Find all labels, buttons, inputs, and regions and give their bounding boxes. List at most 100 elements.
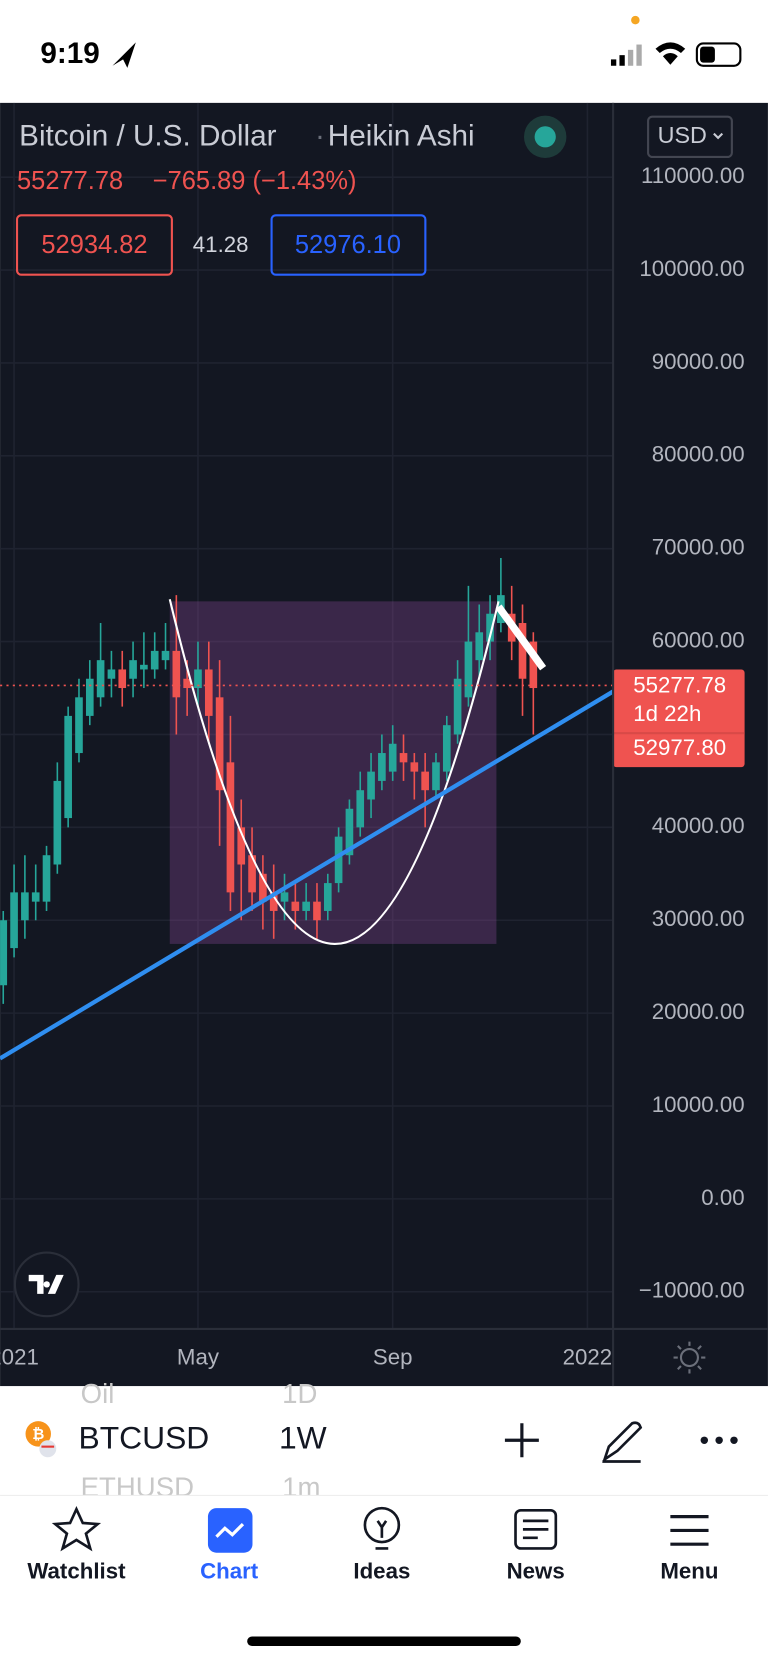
candle-body [53,780,62,865]
overlay: 110000.00 100000.00 90000.00 80000.00 70000.… [0,163,745,1369]
trend-line [0,689,614,1061]
candle-body [118,669,127,689]
y-tick-label: 100000.00 [639,256,744,281]
candle-body [421,771,429,791]
candle-body [486,613,494,642]
y-tick-label: 40000.00 [652,813,745,838]
market-status-dot [534,126,556,148]
candles [0,557,538,1004]
y-tick-label: 90000.00 [652,349,745,374]
candle-body [161,650,170,661]
candle-body [518,623,527,679]
news-icon[interactable] [514,1508,558,1550]
x-tick-label: Sep [373,1345,413,1370]
candle-body [85,678,94,716]
candle-body [237,827,246,865]
currency-caret [713,132,724,140]
news-icon-lines [522,1519,549,1540]
draw-button[interactable] [602,1421,643,1463]
y-tick-label: 80000.00 [652,442,745,467]
bid-price: 52934.82 [41,231,147,259]
add-button[interactable] [504,1423,539,1458]
sell-button[interactable] [15,214,173,276]
candle-body [259,873,267,902]
candle-body [432,762,440,791]
candle-body [378,753,386,781]
y-tick-label: 30000.00 [652,906,745,931]
chart-style[interactable]: Heikin Ashi [328,120,475,153]
candle-body [323,883,332,911]
candle-body [64,715,72,819]
trend-drawings [0,598,614,1061]
signal-icon [610,44,642,66]
tab-labels: Watchlist Chart Ideas News Menu [27,1559,718,1584]
chart-title: Bitcoin / U.S. Dollar [19,120,276,153]
candle-body [107,669,116,679]
candle-body [388,743,397,772]
candle-body [334,836,343,884]
currency-label: USD [658,122,707,148]
menu-icon[interactable] [670,1515,709,1546]
spread: 41.28 [193,232,249,257]
theme-toggle[interactable] [673,1341,706,1374]
x-tick-label: May [177,1345,220,1370]
interval[interactable]: 1W [279,1420,327,1456]
candle-body [442,725,451,772]
candle-body [464,641,473,698]
candle-body [475,632,484,661]
battery-level [700,46,715,63]
candle-body [367,771,375,800]
price-label-bg [613,669,745,768]
candle-body [529,641,538,689]
ideas-icon[interactable] [363,1506,401,1544]
candle-body [194,669,202,689]
more-button[interactable] [700,1436,738,1444]
tab-label[interactable]: News [507,1559,565,1584]
tab-label[interactable]: Menu [660,1559,718,1584]
y-tick-label: 10000.00 [652,1092,745,1117]
watchlist-icon[interactable] [51,1506,102,1552]
tab-label[interactable]: Watchlist [27,1559,126,1584]
y-tick-label: 70000.00 [652,535,745,560]
y-tick-label: 110000.00 [641,163,745,188]
y-tick-label: 20000.00 [652,999,745,1024]
candle-body [302,901,310,911]
y-tick-label: −10000.00 [639,1278,745,1303]
candle-body [269,892,278,911]
privacy-dot [631,15,640,25]
candle-body [280,892,289,902]
symbol[interactable]: BTCUSD [79,1420,210,1456]
candle-body [21,892,29,921]
currency-button[interactable] [647,115,733,159]
candle-body [183,678,191,689]
bitcoin-icon [25,1421,51,1447]
prev-interval[interactable]: 1D [282,1378,317,1409]
pattern-box [169,601,497,944]
buy-button[interactable] [270,214,427,276]
cup-curve [168,598,500,945]
title-separator: · [315,120,325,153]
x-tick-label: 2021 [0,1345,39,1370]
status-time: 9:19 [40,37,99,70]
candle-body [172,650,181,698]
x-tick-label: 2022 [563,1345,613,1370]
candle-body [356,790,365,828]
prev-symbol[interactable]: Oil [81,1378,115,1409]
candle-body [226,762,235,893]
tab-label[interactable]: Ideas [353,1559,410,1584]
candle-body [204,669,213,716]
tab-label[interactable]: Chart [200,1559,259,1584]
bitcoin-icon-glyph: ₿ [32,1427,44,1443]
candle-body [150,650,159,670]
battery-icon [695,42,742,67]
candle-body [10,892,18,949]
candle-body [129,660,137,679]
chart-icon[interactable] [207,1508,253,1553]
status-bar [0,0,768,103]
candle-body [291,901,300,911]
price-change: −765.89 (−1.43%) [153,167,357,195]
chart-icon-line [215,1522,245,1538]
tv-logo-mark [28,1274,64,1294]
